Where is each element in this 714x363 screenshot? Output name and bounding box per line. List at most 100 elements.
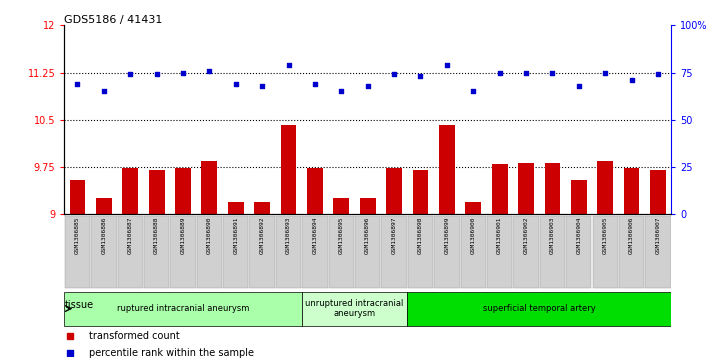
Bar <box>307 168 323 214</box>
FancyBboxPatch shape <box>65 216 90 288</box>
FancyBboxPatch shape <box>144 216 169 288</box>
Point <box>494 70 506 76</box>
Text: GSM1306897: GSM1306897 <box>391 216 396 254</box>
Point <box>177 70 188 76</box>
Text: GSM1306888: GSM1306888 <box>154 216 159 254</box>
FancyBboxPatch shape <box>461 216 486 288</box>
Text: tissue: tissue <box>65 300 94 310</box>
Text: GSM1306906: GSM1306906 <box>629 216 634 254</box>
Text: transformed count: transformed count <box>89 331 179 341</box>
Text: GSM1306892: GSM1306892 <box>260 216 265 254</box>
FancyBboxPatch shape <box>302 291 407 326</box>
Text: GSM1306905: GSM1306905 <box>603 216 608 254</box>
Bar <box>386 168 402 214</box>
Point <box>309 81 321 87</box>
Bar <box>466 201 481 214</box>
FancyBboxPatch shape <box>566 216 591 288</box>
FancyBboxPatch shape <box>407 291 671 326</box>
FancyBboxPatch shape <box>276 216 301 288</box>
Text: GDS5186 / 41431: GDS5186 / 41431 <box>64 15 163 25</box>
Text: GSM1306895: GSM1306895 <box>339 216 344 254</box>
Bar <box>281 125 296 214</box>
Point <box>441 62 453 68</box>
Text: GSM1306889: GSM1306889 <box>181 216 186 254</box>
Point <box>98 89 109 94</box>
Bar <box>333 199 349 214</box>
Bar <box>96 199 112 214</box>
FancyBboxPatch shape <box>487 216 513 288</box>
Point <box>600 70 611 76</box>
Text: ruptured intracranial aneurysm: ruptured intracranial aneurysm <box>117 304 249 313</box>
Point <box>283 62 294 68</box>
Text: unruptured intracranial
aneurysm: unruptured intracranial aneurysm <box>306 299 403 318</box>
FancyBboxPatch shape <box>593 216 618 288</box>
Bar <box>598 161 613 214</box>
Text: GSM1306902: GSM1306902 <box>523 216 528 254</box>
FancyBboxPatch shape <box>91 216 116 288</box>
FancyBboxPatch shape <box>645 216 670 288</box>
Text: GSM1306894: GSM1306894 <box>313 216 318 254</box>
Text: GSM1306896: GSM1306896 <box>365 216 371 254</box>
Point <box>468 89 479 94</box>
Bar <box>175 168 191 214</box>
Point <box>388 72 400 77</box>
Point <box>653 72 664 77</box>
Bar <box>201 161 217 214</box>
Text: GSM1306893: GSM1306893 <box>286 216 291 254</box>
Text: GSM1306898: GSM1306898 <box>418 216 423 254</box>
Point <box>547 70 558 76</box>
Point <box>256 83 268 89</box>
FancyBboxPatch shape <box>408 216 433 288</box>
Bar <box>439 125 455 214</box>
Text: GSM1306885: GSM1306885 <box>75 216 80 254</box>
Text: GSM1306899: GSM1306899 <box>444 216 449 254</box>
Point <box>573 83 585 89</box>
Bar <box>545 163 560 214</box>
FancyBboxPatch shape <box>355 216 381 288</box>
Point <box>71 81 83 87</box>
Bar <box>571 180 587 214</box>
FancyBboxPatch shape <box>302 216 328 288</box>
Text: GSM1306886: GSM1306886 <box>101 216 106 254</box>
FancyBboxPatch shape <box>381 216 407 288</box>
FancyBboxPatch shape <box>223 216 248 288</box>
FancyBboxPatch shape <box>328 216 354 288</box>
Bar <box>69 180 86 214</box>
Bar <box>623 168 640 214</box>
FancyBboxPatch shape <box>619 216 644 288</box>
Bar <box>254 201 270 214</box>
Bar <box>122 168 138 214</box>
Point <box>124 72 136 77</box>
Point <box>626 77 638 83</box>
FancyBboxPatch shape <box>540 216 565 288</box>
Bar <box>360 199 376 214</box>
FancyBboxPatch shape <box>513 216 538 288</box>
Point <box>203 68 215 74</box>
Text: GSM1306907: GSM1306907 <box>655 216 660 254</box>
Text: GSM1306903: GSM1306903 <box>550 216 555 254</box>
Bar <box>413 170 428 214</box>
Point <box>151 72 162 77</box>
Text: GSM1306891: GSM1306891 <box>233 216 238 254</box>
Text: GSM1306904: GSM1306904 <box>576 216 581 254</box>
Bar <box>149 170 164 214</box>
FancyBboxPatch shape <box>249 216 275 288</box>
Text: superficial temporal artery: superficial temporal artery <box>483 304 595 313</box>
Text: GSM1306901: GSM1306901 <box>497 216 502 254</box>
Point <box>521 70 532 76</box>
FancyBboxPatch shape <box>118 216 143 288</box>
Point <box>362 83 373 89</box>
Point <box>336 89 347 94</box>
Bar <box>650 170 666 214</box>
FancyBboxPatch shape <box>171 216 196 288</box>
Point <box>230 81 241 87</box>
Text: percentile rank within the sample: percentile rank within the sample <box>89 348 253 358</box>
Text: GSM1306887: GSM1306887 <box>128 216 133 254</box>
Text: GSM1306890: GSM1306890 <box>207 216 212 254</box>
Bar <box>518 163 534 214</box>
Text: GSM1306900: GSM1306900 <box>471 216 476 254</box>
Point <box>415 73 426 79</box>
FancyBboxPatch shape <box>197 216 222 288</box>
FancyBboxPatch shape <box>434 216 460 288</box>
Bar <box>228 201 243 214</box>
